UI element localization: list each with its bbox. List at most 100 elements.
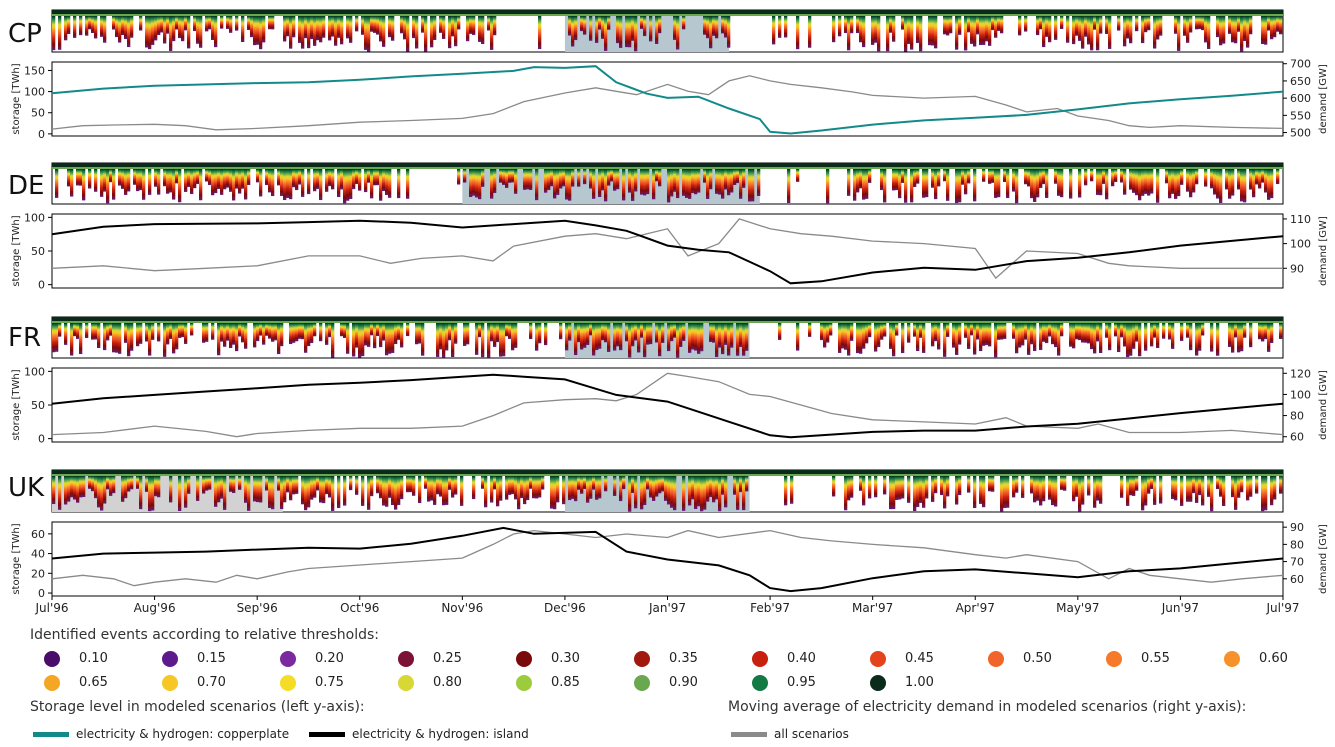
region-label: FR (8, 323, 41, 353)
event-bar (910, 169, 914, 203)
event-bar (943, 323, 947, 357)
event-bar (847, 476, 851, 501)
demand-legend-title: Moving average of electricity demand in … (728, 699, 1247, 715)
event-bar (148, 16, 152, 50)
event-bar (307, 16, 311, 49)
event-bar (640, 323, 644, 338)
event-bar (361, 476, 365, 506)
event-bar (709, 16, 713, 49)
event-bar (1189, 16, 1193, 33)
event-bar (406, 16, 410, 52)
event-bar (1093, 476, 1097, 508)
event-bar (778, 16, 782, 38)
event-bar (733, 476, 737, 495)
event-bar (214, 169, 218, 194)
event-bar (193, 169, 197, 189)
event-bar (1078, 169, 1082, 198)
threshold-label: 0.65 (79, 675, 108, 690)
event-bar (856, 16, 860, 34)
event-bar (463, 169, 467, 183)
event-bar (1150, 169, 1154, 194)
event-bar (394, 323, 398, 345)
event-bar (1174, 476, 1178, 501)
event-bar (205, 16, 209, 32)
event-bar (304, 323, 308, 353)
event-bar (175, 16, 179, 30)
event-bar (1132, 476, 1136, 496)
event-bar (1024, 323, 1028, 340)
left-tick-label: 150 (24, 64, 45, 77)
event-bar (919, 323, 923, 338)
event-bar (1135, 169, 1139, 196)
event-bar (931, 169, 935, 188)
event-bar (1216, 16, 1220, 38)
event-bar (1123, 169, 1127, 195)
event-bar (850, 476, 854, 498)
event-bar (427, 476, 431, 502)
event-bar (892, 476, 896, 510)
event-bar (1267, 323, 1271, 352)
event-bar (1240, 323, 1244, 352)
event-bar (493, 323, 497, 347)
event-bar (967, 476, 971, 493)
event-bar (964, 16, 968, 51)
event-bar (1129, 169, 1133, 190)
event-bar (604, 169, 608, 202)
event-bar (940, 476, 944, 496)
left-tick-label: 0 (38, 279, 45, 292)
event-bar (1246, 476, 1250, 501)
event-bar (397, 476, 401, 505)
event-bar (730, 169, 734, 193)
event-bar (115, 16, 119, 38)
event-bar (559, 169, 563, 189)
event-bar (316, 169, 320, 189)
event-bar (1060, 16, 1064, 29)
event-bar (658, 169, 662, 187)
event-bar (316, 16, 320, 41)
threshold-dot-0.85 (516, 675, 532, 691)
event-bar (712, 323, 716, 343)
event-bar (946, 323, 950, 337)
event-bar (892, 169, 896, 191)
event-bar (199, 169, 203, 201)
event-bar (196, 16, 200, 44)
event-bar (1072, 476, 1076, 502)
event-bar (328, 16, 332, 41)
event-bar (601, 16, 605, 39)
event-bar (697, 169, 701, 193)
event-bar (1120, 169, 1124, 183)
event-bar (205, 169, 209, 182)
event-bar (634, 169, 638, 192)
event-bar (424, 16, 428, 52)
event-bar (298, 16, 302, 43)
event-bar (388, 323, 392, 354)
event-bar (1087, 16, 1091, 45)
event-bar (1048, 323, 1052, 337)
event-bar (286, 169, 290, 198)
event-bar (1012, 323, 1016, 339)
event-bar (982, 476, 986, 508)
event-bar (1021, 476, 1025, 498)
event-bar (499, 169, 503, 183)
event-bar (631, 476, 635, 493)
event-bar (379, 16, 383, 42)
event-bar (862, 323, 866, 349)
event-bar (874, 16, 878, 43)
event-bar (157, 476, 161, 498)
event-bar (397, 323, 401, 340)
event-bar (1228, 169, 1232, 199)
event-bar (301, 169, 305, 197)
event-bar (457, 169, 461, 185)
event-bar (388, 16, 392, 38)
event-bar (265, 169, 269, 186)
event-bar (625, 323, 629, 342)
event-bar (235, 16, 239, 31)
event-bar (400, 16, 404, 34)
event-bar (634, 323, 638, 341)
event-bar (412, 16, 416, 39)
threshold-dot-0.70 (162, 675, 178, 691)
event-bar (877, 16, 881, 52)
storage-line (51, 526, 1284, 593)
event-bar (571, 476, 575, 499)
event-bar (481, 16, 485, 44)
